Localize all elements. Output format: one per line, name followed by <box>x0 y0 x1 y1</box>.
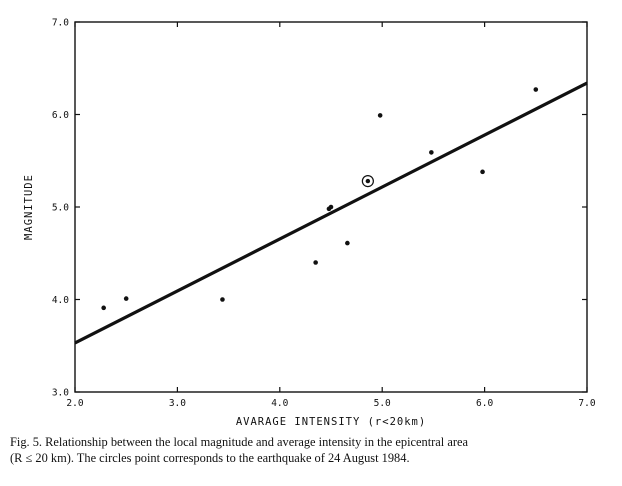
data-point <box>345 240 350 246</box>
tick-labels: 2.0 3.0 4.0 5.0 6.0 7.03.04.05.06.07.0 <box>52 18 596 410</box>
highlighted-point-ring <box>361 175 374 188</box>
x-axis-label: AVARAGE INTENSITY (r<20km) <box>236 416 426 428</box>
data-point <box>429 150 434 155</box>
y-axis-label: MAGNITUDE <box>23 174 35 240</box>
caption-line-1: Fig. 5. Relationship between the local m… <box>10 435 468 449</box>
data-point <box>533 87 539 92</box>
highlighted-point <box>365 178 371 184</box>
data-point <box>101 305 106 311</box>
regression-line <box>74 81 588 345</box>
fit-line-group <box>74 81 588 345</box>
y-tick-label: 5.0 <box>52 203 69 214</box>
data-point <box>480 169 485 175</box>
x-tick-label: 4.0 <box>271 398 288 409</box>
x-tick-label: 6.0 <box>476 398 493 409</box>
data-point <box>313 260 318 265</box>
x-tick-label: 7.0 <box>578 398 595 409</box>
x-tick-label: 3.0 <box>169 398 186 409</box>
x-tick-label: 5.0 <box>374 398 391 409</box>
scatter-chart: 2.0 3.0 4.0 5.0 6.0 7.03.04.05.06.07.0 AVARAG… <box>23 18 596 429</box>
y-tick-label: 6.0 <box>52 110 69 121</box>
data-point <box>377 113 383 118</box>
caption-line-2: (R ≤ 20 km). The circles point correspon… <box>10 451 410 465</box>
data-points <box>101 87 539 311</box>
y-tick-label: 4.0 <box>52 295 69 306</box>
data-point <box>328 204 334 210</box>
data-point <box>220 297 225 302</box>
figure-caption: Fig. 5. Relationship between the local m… <box>10 434 610 466</box>
x-tick-label: 2.0 <box>66 398 83 409</box>
data-point <box>123 296 129 301</box>
y-tick-label: 3.0 <box>52 388 69 399</box>
axis-ticks <box>74 21 588 393</box>
y-tick-label: 7.0 <box>52 18 69 29</box>
